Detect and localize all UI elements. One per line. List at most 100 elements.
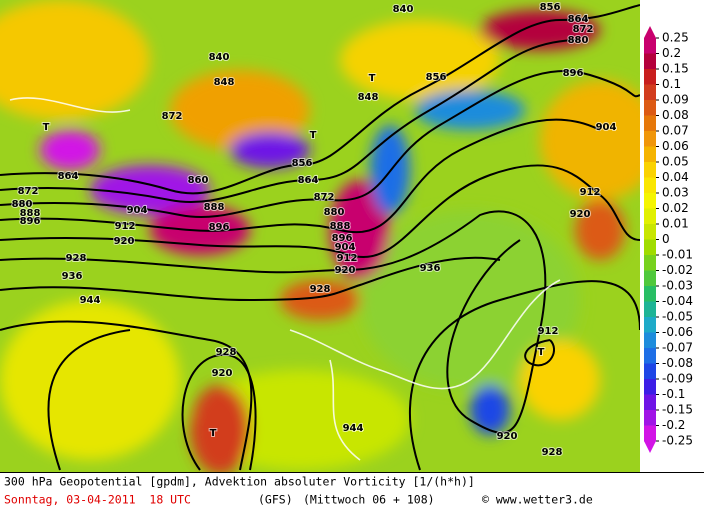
contour-label: 856	[426, 72, 447, 83]
colorbar-band	[644, 348, 656, 364]
colorbar-label: -0.02	[662, 263, 693, 277]
colorbar-label: -0.04	[662, 294, 693, 308]
colorbar-label: 0.07	[662, 124, 689, 138]
colorbar-label: 0.06	[662, 139, 689, 153]
footer-forecast: (Mittwoch 06 + 108)	[303, 493, 435, 507]
contour-label: 944	[343, 423, 364, 434]
colorbar-label: 0.03	[662, 186, 689, 200]
field	[0, 0, 640, 472]
colorbar-label: 0	[662, 232, 670, 246]
colorbar-band	[644, 208, 656, 225]
contour-label: 840	[393, 4, 414, 15]
colorbar-band	[644, 115, 656, 132]
colorbar-label: 0.08	[662, 108, 689, 122]
colorbar-band	[644, 379, 656, 395]
colorbar-arrow-bottom	[644, 441, 656, 453]
contour-label: 888	[20, 208, 41, 219]
contour-label: 944	[80, 295, 101, 306]
contour-label: 896	[209, 222, 230, 233]
low-marker: T	[369, 73, 376, 84]
contour-label: 912	[337, 253, 358, 264]
contour-label: 848	[358, 92, 379, 103]
colorbar-band	[644, 363, 656, 380]
contour-label: 920	[570, 209, 591, 220]
colorbar-band	[644, 84, 656, 101]
contour-label: 896	[332, 233, 353, 244]
colorbar-label: -0.25	[662, 434, 693, 448]
contour-label: 864	[568, 14, 589, 25]
colorbar-band	[644, 286, 656, 302]
contour-label: 912	[538, 326, 559, 337]
colorbar-band	[644, 332, 656, 349]
colorbar-band	[644, 410, 656, 426]
low-marker: T	[538, 347, 545, 358]
colorbar-band	[644, 425, 656, 442]
contour-label: 912	[580, 187, 601, 198]
contour-label: 904	[596, 122, 617, 133]
low-marker: T	[210, 428, 217, 439]
colorbar-arrow-top	[644, 26, 656, 38]
contour-label: 872	[314, 192, 335, 203]
footer-model: (GFS)	[258, 493, 293, 507]
colorbar-label: 0.09	[662, 93, 689, 107]
colorbar-label: 0.01	[662, 217, 689, 231]
contour-label: 896	[20, 216, 41, 227]
colorbar-label: 0.25	[662, 31, 689, 45]
low-marker: T	[43, 122, 50, 133]
colorbar-band	[644, 193, 656, 209]
contour-label: 888	[330, 221, 351, 232]
contour-label: 860	[188, 175, 209, 186]
contour-label: 928	[310, 284, 331, 295]
colorbar-band	[644, 255, 656, 271]
contour-label: 912	[115, 221, 136, 232]
contour-label: 872	[573, 24, 594, 35]
contour-label: 856	[292, 158, 313, 169]
colorbar-band	[644, 53, 656, 70]
colorbar-label: -0.1	[662, 387, 685, 401]
footer-title: 300 hPa Geopotential [gpdm], Advektion a…	[4, 475, 475, 489]
contour-label: 920	[212, 368, 233, 379]
contour-label: 880	[12, 199, 33, 210]
colorbar-band	[644, 38, 656, 54]
contour-label: 864	[58, 171, 79, 182]
colorbar-label: -0.07	[662, 341, 693, 355]
colorbar-band	[644, 239, 656, 256]
colorbar-band	[644, 317, 656, 333]
borders	[9, 97, 561, 461]
contour-label: 920	[335, 265, 356, 276]
colorbar-label: 0.1	[662, 77, 681, 91]
contour-label: 904	[127, 205, 148, 216]
contour-label: 896	[563, 68, 584, 79]
colorbar-band	[644, 131, 656, 147]
colorbar-band	[644, 301, 656, 318]
contour-label: 936	[420, 263, 441, 274]
colorbar-band	[644, 270, 656, 287]
colorbar: 0.250.2 0.150.1 0.090.08 0.070.06 0.050.04 0.…	[644, 26, 693, 453]
colorbar-label: -0.08	[662, 356, 693, 370]
contour-label: 920	[114, 236, 135, 247]
contour-label: 880	[324, 207, 345, 218]
colorbar-label: 0.2	[662, 46, 681, 60]
low-marker: T	[310, 130, 317, 141]
contour-label: 872	[162, 111, 183, 122]
contour-label: 904	[335, 242, 356, 253]
colorbar-band	[644, 177, 656, 194]
colorbar-band	[644, 394, 656, 411]
contour-label: 864	[298, 175, 319, 186]
colorbar-label: 0.15	[662, 62, 689, 76]
colorbar-label: -0.15	[662, 403, 693, 417]
contour-label: 888	[204, 202, 225, 213]
contour-label: 936	[62, 271, 83, 282]
footer-date: Sonntag, 03-04-2011 18 UTC	[4, 493, 191, 507]
contour-label: 928	[66, 253, 87, 264]
colorbar-band	[644, 100, 656, 116]
contour-label: 920	[497, 431, 518, 442]
contour-label: 880	[568, 35, 589, 46]
colorbar-label: -0.05	[662, 310, 693, 324]
contours	[0, 4, 640, 471]
colorbar-label: -0.2	[662, 418, 685, 432]
colorbar-label: -0.06	[662, 325, 693, 339]
